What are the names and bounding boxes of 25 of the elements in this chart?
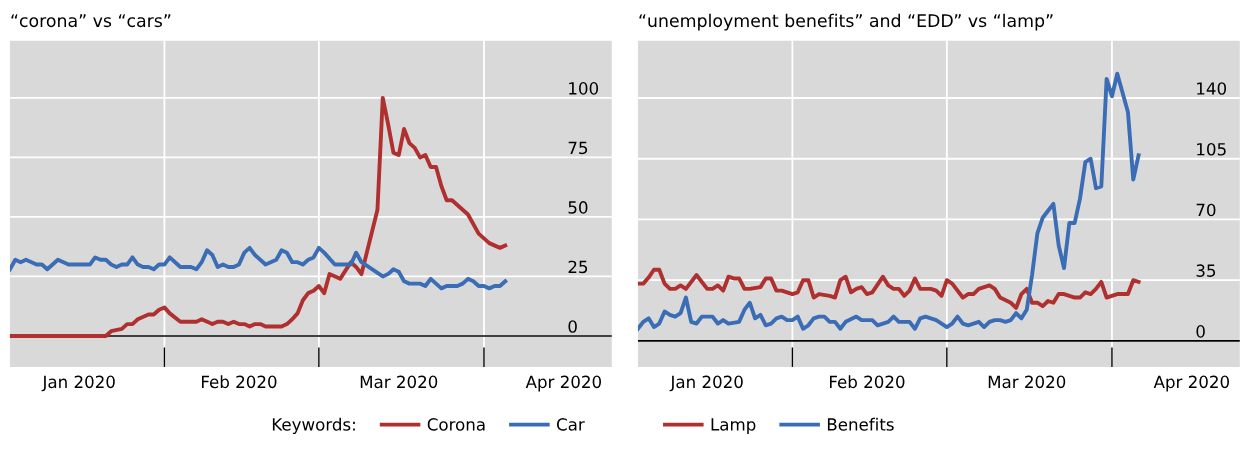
x-tick-label: Feb 2020 bbox=[829, 375, 905, 389]
x-tick-label: Apr 2020 bbox=[525, 375, 602, 392]
y-tick-label: 100 bbox=[569, 82, 599, 95]
y-tick-label: 0 bbox=[1196, 325, 1205, 338]
y-tick-label: 50 bbox=[568, 201, 588, 214]
y-tick-label: 35 bbox=[1196, 264, 1216, 277]
legend-label: Lamp bbox=[711, 418, 756, 434]
y-tick-label: 75 bbox=[568, 141, 588, 155]
y-tick-label: 70 bbox=[1196, 203, 1216, 217]
y-tick-label: 105 bbox=[1197, 142, 1226, 156]
y-tick-label: 0 bbox=[568, 320, 577, 333]
chart-title: “unemployment benefits” and “EDD” vs “lamp” bbox=[639, 13, 1053, 31]
chart-title: “corona” vs “cars” bbox=[11, 14, 171, 28]
x-tick-label: Apr 2020 bbox=[1153, 375, 1229, 392]
legend-label: Benefits bbox=[827, 417, 894, 431]
x-tick-label: Mar 2020 bbox=[988, 375, 1066, 389]
y-tick-label: 25 bbox=[568, 260, 588, 274]
x-tick-label: Jan 2020 bbox=[41, 375, 115, 392]
legend-title: Keywords: bbox=[272, 417, 355, 434]
x-tick-label: Feb 2020 bbox=[202, 375, 277, 389]
x-tick-label: Jan 2020 bbox=[669, 375, 743, 392]
y-tick-label: 140 bbox=[1197, 82, 1227, 95]
legend-label: Car bbox=[556, 418, 585, 431]
x-tick-label: Mar 2020 bbox=[360, 375, 438, 389]
legend-label: Corona bbox=[427, 418, 485, 431]
